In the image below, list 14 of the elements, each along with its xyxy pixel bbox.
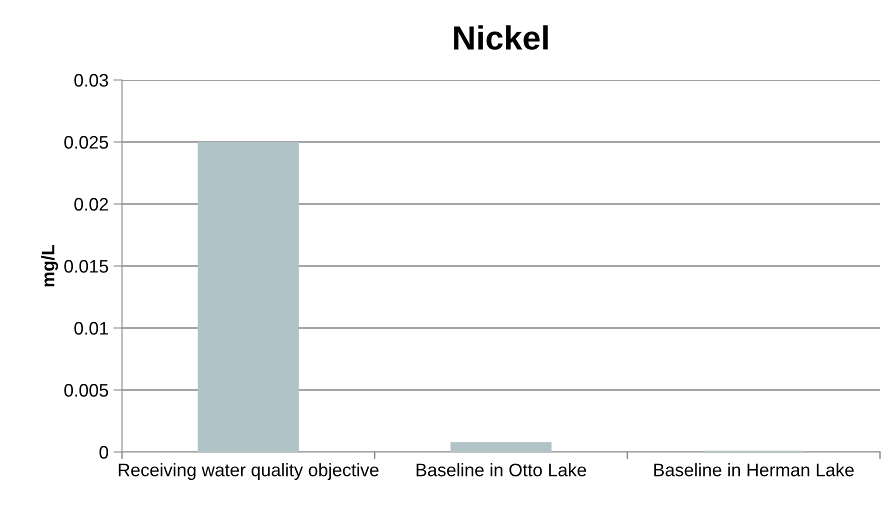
- x-tick-label: Baseline in Herman Lake: [654, 463, 854, 476]
- y-tick-label: 0.03: [74, 74, 108, 87]
- chart-title: Nickel: [454, 25, 548, 50]
- y-axis-title: mg/L: [41, 244, 58, 286]
- y-tick-label: 0.015: [64, 260, 108, 273]
- x-tick-label: Baseline in Otto Lake: [416, 463, 586, 476]
- y-tick-label: 0.01: [74, 322, 108, 335]
- y-tick-label: 0.025: [64, 136, 108, 149]
- x-tick-label: Receiving water quality objective: [118, 463, 379, 480]
- y-tick-label: 0: [99, 446, 108, 459]
- y-tick-label: 0.02: [74, 198, 108, 211]
- bar: [198, 142, 299, 452]
- y-tick-label: 0.005: [64, 384, 108, 397]
- bar: [450, 442, 552, 452]
